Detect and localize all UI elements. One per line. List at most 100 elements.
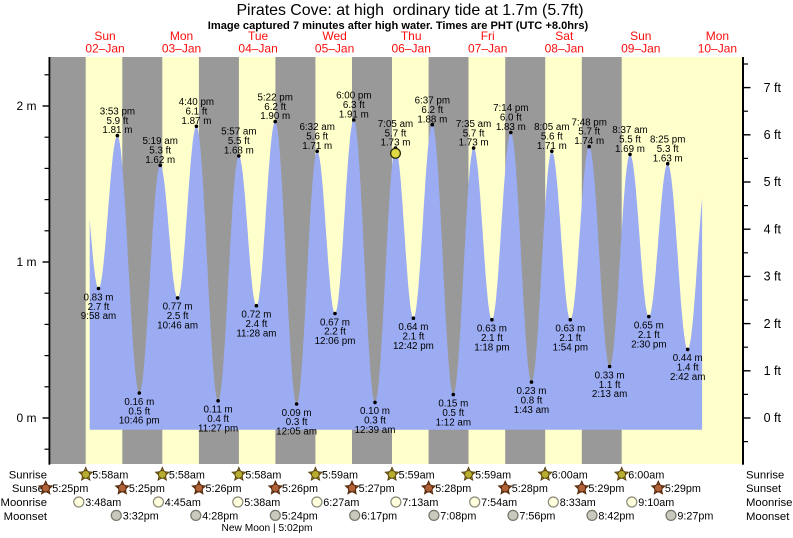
svg-text:0.83 m: 0.83 m [84,292,114,303]
svg-text:02–Jan: 02–Jan [85,42,124,56]
svg-text:9:10am: 9:10am [638,497,674,509]
svg-text:Image captured 7 minutes after: Image captured 7 minutes after high wate… [208,20,589,32]
svg-text:6:00 pm: 6:00 pm [336,91,371,102]
svg-text:5:57 am: 5:57 am [221,127,256,138]
svg-text:12:39 am: 12:39 am [355,425,396,436]
svg-text:5:25pm: 5:25pm [129,483,165,495]
svg-text:7:13am: 7:13am [402,497,438,509]
svg-text:0.77 m: 0.77 m [163,302,193,313]
svg-text:1.81 m: 1.81 m [102,125,132,136]
svg-text:0.8 ft: 0.8 ft [521,395,543,406]
svg-text:0.63 m: 0.63 m [477,324,507,335]
svg-text:10:46 am: 10:46 am [157,321,198,332]
svg-text:5.7 ft: 5.7 ft [463,128,485,139]
svg-text:8:42pm: 8:42pm [598,510,634,522]
svg-text:1 m: 1 m [16,255,36,269]
svg-text:Sunrise: Sunrise [746,469,784,481]
svg-text:10:46 pm: 10:46 pm [119,416,160,427]
svg-text:5.5 ft: 5.5 ft [619,135,641,146]
svg-text:5:26pm: 5:26pm [282,483,318,495]
svg-text:Fri: Fri [481,29,495,43]
svg-text:3:32pm: 3:32pm [123,510,159,522]
svg-text:5:22 pm: 5:22 pm [257,92,292,103]
svg-text:6:27am: 6:27am [323,497,359,509]
svg-text:0 ft: 0 ft [764,411,782,425]
svg-text:5:58am: 5:58am [92,469,128,481]
svg-text:6:00am: 6:00am [628,469,664,481]
svg-text:12:42 pm: 12:42 pm [393,341,434,352]
svg-text:5:58am: 5:58am [169,469,205,481]
svg-text:1.83 m: 1.83 m [496,122,526,133]
svg-text:6.1 ft: 6.1 ft [186,106,208,117]
svg-text:0.3 ft: 0.3 ft [364,416,386,427]
svg-text:7 ft: 7 ft [764,81,782,95]
svg-text:12:05 am: 12:05 am [276,427,317,438]
svg-text:1:12 am: 1:12 am [436,417,471,428]
svg-text:0.67 m: 0.67 m [320,317,350,328]
svg-text:1.63 m: 1.63 m [653,153,683,164]
svg-text:07–Jan: 07–Jan [468,42,507,56]
svg-text:10–Jan: 10–Jan [698,42,737,56]
svg-text:Moonset: Moonset [746,511,790,523]
svg-text:5.6 ft: 5.6 ft [306,131,328,142]
svg-text:0.16 m: 0.16 m [124,397,154,408]
svg-text:0.65 m: 0.65 m [634,320,664,331]
svg-text:7:14 pm: 7:14 pm [493,103,528,114]
svg-text:1.1 ft: 1.1 ft [599,380,621,391]
svg-text:7:48 pm: 7:48 pm [571,117,606,128]
svg-text:2.1 ft: 2.1 ft [481,333,503,344]
svg-text:7:08pm: 7:08pm [440,510,476,522]
svg-text:1.68 m: 1.68 m [224,146,254,157]
svg-text:Tue: Tue [248,29,269,43]
svg-text:0.15 m: 0.15 m [438,398,468,409]
svg-text:1.90 m: 1.90 m [260,111,290,122]
svg-text:2.1 ft: 2.1 ft [559,333,581,344]
svg-text:3:48am: 3:48am [85,497,121,509]
svg-text:0 m: 0 m [16,411,36,425]
svg-text:7:56pm: 7:56pm [519,510,555,522]
svg-text:2.1 ft: 2.1 ft [638,330,660,341]
svg-text:0.63 m: 0.63 m [555,324,585,335]
svg-text:5.3 ft: 5.3 ft [657,144,679,155]
svg-text:Moonrise: Moonrise [1,497,47,509]
svg-text:2.2 ft: 2.2 ft [324,327,346,338]
svg-text:Sunset: Sunset [746,483,782,495]
svg-text:1.4 ft: 1.4 ft [677,363,699,374]
svg-text:Sat: Sat [555,29,574,43]
svg-text:5:59am: 5:59am [322,469,358,481]
svg-text:Wed: Wed [322,29,346,43]
svg-text:1.71 m: 1.71 m [302,141,332,152]
svg-text:2.4 ft: 2.4 ft [246,319,268,330]
svg-text:5:19 am: 5:19 am [142,136,177,147]
svg-text:5.3 ft: 5.3 ft [149,145,171,156]
svg-text:0.11 m: 0.11 m [203,405,232,416]
svg-text:5.9 ft: 5.9 ft [107,116,129,127]
svg-text:7:35 am: 7:35 am [456,119,491,130]
svg-text:1.73 m: 1.73 m [381,138,411,149]
svg-text:5.7 ft: 5.7 ft [578,127,600,138]
svg-text:1.91 m: 1.91 m [339,110,369,121]
svg-text:0.44 m: 0.44 m [673,353,703,364]
svg-text:06–Jan: 06–Jan [392,42,431,56]
svg-text:Sunrise: Sunrise [9,469,47,481]
svg-text:8:25 pm: 8:25 pm [650,134,685,145]
svg-text:1 ft: 1 ft [764,364,782,378]
svg-text:8:05 am: 8:05 am [534,122,569,133]
svg-text:7:05 am: 7:05 am [378,119,413,130]
svg-text:5:29pm: 5:29pm [588,483,624,495]
svg-text:Sun: Sun [94,29,115,43]
svg-text:11:28 am: 11:28 am [236,328,276,339]
svg-text:4:28pm: 4:28pm [202,510,238,522]
svg-text:5:59am: 5:59am [399,469,435,481]
svg-text:0.5 ft: 0.5 ft [442,408,464,419]
svg-text:New Moon | 5:02pm: New Moon | 5:02pm [222,523,313,534]
svg-text:3 ft: 3 ft [764,270,782,284]
svg-text:5.6 ft: 5.6 ft [541,131,563,142]
svg-text:0.23 m: 0.23 m [517,386,547,397]
svg-text:1.71 m: 1.71 m [537,141,567,152]
svg-text:6:37 pm: 6:37 pm [415,95,450,106]
svg-text:04–Jan: 04–Jan [238,42,277,56]
svg-text:5:28pm: 5:28pm [512,483,548,495]
svg-text:0.33 m: 0.33 m [595,370,625,381]
svg-text:5 ft: 5 ft [764,175,782,189]
